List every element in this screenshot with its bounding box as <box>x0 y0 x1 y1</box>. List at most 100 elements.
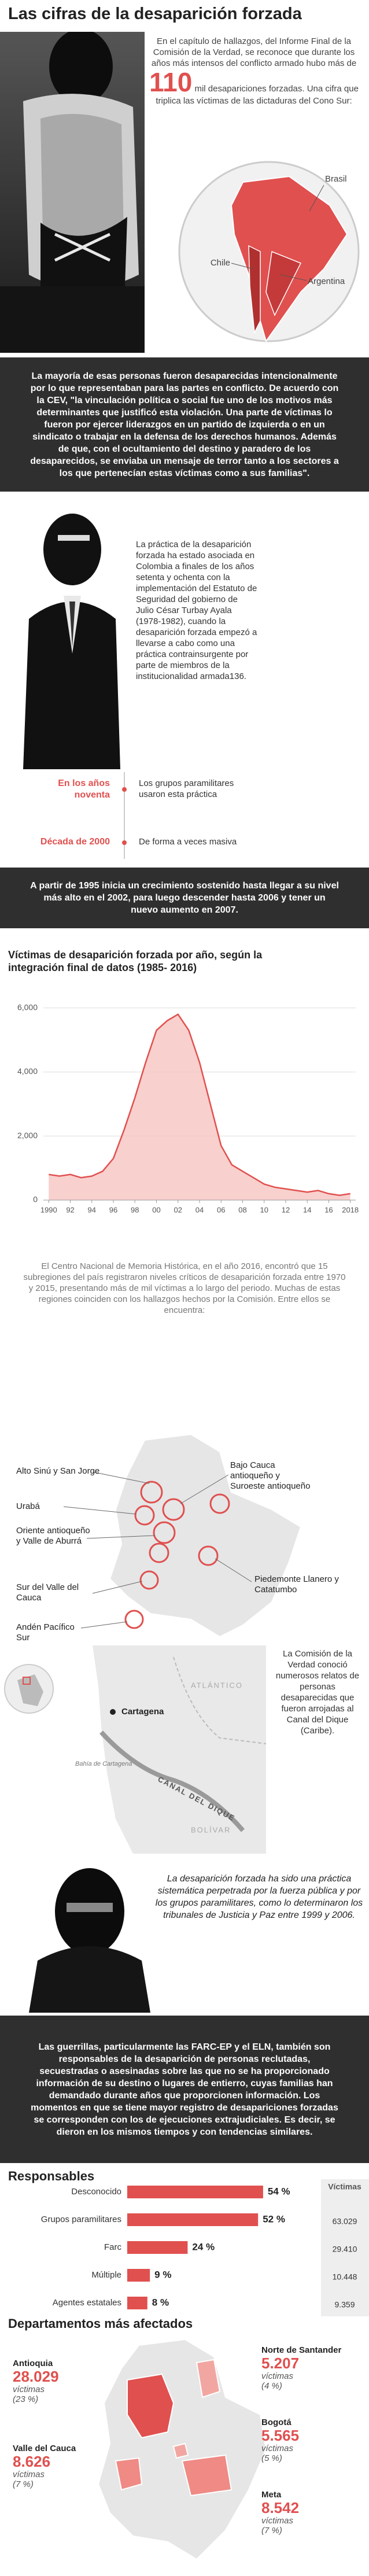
x-tick-label: 00 <box>152 1205 160 1214</box>
x-tick-label: 92 <box>66 1205 74 1214</box>
region-label: Oriente antioqueño y Valle de Aburrá <box>16 1526 90 1546</box>
table-column-bg <box>321 2179 369 2316</box>
category-label: Agentes estatales <box>53 2298 121 2308</box>
department-share: (5 %) <box>261 2453 282 2463</box>
text-box: A partir de 1995 inicia un crecimiento s… <box>0 868 369 928</box>
x-tick-label: 98 <box>131 1205 139 1214</box>
timeline-period: Década de 2000 <box>40 837 110 847</box>
region-label: Alto Sinú y San Jorge <box>16 1466 100 1476</box>
department-label: Bogotá 5.565 víctimas (5 %) <box>261 2418 342 2463</box>
department-victims: 8.542 <box>261 2499 300 2516</box>
line <box>49 1013 350 1196</box>
department-name: Meta <box>261 2490 282 2500</box>
department-unit: víctimas <box>261 2516 294 2526</box>
bar <box>127 2213 259 2226</box>
quote-text: La desaparición forzada ha sido una prác… <box>155 1874 363 1920</box>
x-tick-label: 2018 <box>342 1205 359 1214</box>
region-label: Andén Pacífico Sur <box>16 1622 75 1643</box>
bar <box>127 2186 263 2198</box>
department-name: Antioquia <box>13 2359 53 2368</box>
department-label: Valle del Cauca 8.626 víctimas (7 %) <box>13 2444 94 2489</box>
canal-text: La Comisión de la Verdad conoció numeros… <box>275 1649 360 1736</box>
intro-big-number: 110 <box>149 67 193 97</box>
department-victims: 5.565 <box>261 2427 300 2444</box>
region-label: Bajo Cauca antioqueño y Suroeste antioqu… <box>230 1460 311 1491</box>
photo-bound-hands <box>0 32 145 353</box>
timeline-line <box>122 772 127 859</box>
department-label: Meta 8.542 víctimas (7 %) <box>261 2490 342 2536</box>
department-share: (7 %) <box>261 2526 282 2536</box>
y-tick-label: 0 <box>33 1195 38 1204</box>
table-value: 10.448 <box>333 2272 357 2282</box>
table-header: Víctimas <box>328 2182 361 2191</box>
table-value: 63.029 <box>333 2217 357 2226</box>
department-victims: 8.626 <box>13 2453 51 2470</box>
area-fill <box>49 1014 350 1200</box>
department-name: Bogotá <box>261 2418 291 2427</box>
department-label: Antioquia 28.029 víctimas (23 %) <box>13 2359 94 2404</box>
x-tick-label: 16 <box>324 1205 333 1214</box>
bar-chart: Víctimas Desconocido 54 % Grupos paramilita… <box>41 2179 369 2316</box>
value-label: 9 % <box>154 2269 171 2280</box>
department-name: Norte de Santander <box>261 2345 342 2355</box>
region-label: Piedemonte Llanero y Catatumbo <box>254 1574 339 1595</box>
table-value: 9.359 <box>334 2300 355 2309</box>
x-tick-label: 94 <box>88 1205 96 1214</box>
intro-text-after: mil desapariciones forzadas. Una cifra q… <box>156 84 359 106</box>
x-tick-label: 08 <box>238 1205 246 1214</box>
department-victims: 5.207 <box>261 2354 300 2372</box>
department-unit: víctimas <box>261 2371 294 2381</box>
table-value: 29.410 <box>333 2245 357 2254</box>
x-tick-label: 06 <box>217 1205 225 1214</box>
x-tick-label: 12 <box>282 1205 290 1214</box>
category-label: Grupos paramilitares <box>41 2215 121 2224</box>
regions-map <box>63 1433 302 1638</box>
x-tick-label: 96 <box>109 1205 117 1214</box>
department-victims: 28.029 <box>13 2368 59 2385</box>
department-unit: víctimas <box>13 2470 45 2479</box>
map-label: Argentina <box>308 276 345 286</box>
map-label: Chile <box>211 258 230 268</box>
x-tick-label: 1990 <box>40 1205 57 1214</box>
map-label: Cartagena <box>121 1707 164 1717</box>
section-title: Departamentos más afectados <box>8 2316 193 2331</box>
value-label: 54 % <box>268 2186 290 2197</box>
department-name: Valle del Cauca <box>13 2444 76 2453</box>
department-unit: víctimas <box>261 2444 294 2453</box>
value-label: 8 % <box>152 2297 169 2308</box>
map-label: Brasil <box>325 174 347 184</box>
page-title: Las cifras de la desaparición forzada <box>8 5 302 23</box>
category-label: Farc <box>104 2242 122 2252</box>
x-tick-label: 04 <box>195 1205 204 1214</box>
timeline-period: En los años noventa <box>58 778 110 800</box>
timeline-text: Los grupos paramilitares usaron esta prá… <box>139 778 234 799</box>
map-label: Bahía de Cartagena <box>75 1761 132 1767</box>
category-label: Múltiple <box>91 2270 121 2280</box>
bar <box>127 2269 150 2282</box>
map-label: ATLÁNTICO <box>191 1681 243 1689</box>
category-label: Desconocido <box>71 2187 121 2197</box>
department-label: Norte de Santander 5.207 víctimas (4 %) <box>261 2345 342 2391</box>
department-share: (4 %) <box>261 2381 282 2391</box>
text-box: Las guerrillas, particularmente las FARC… <box>0 2016 369 2163</box>
x-tick-label: 02 <box>174 1205 182 1214</box>
x-tick-label: 10 <box>260 1205 268 1214</box>
canal-map: Cartagena Bahía de Cartagena ATLÁNTICO C… <box>0 1645 266 1854</box>
line-chart: 0 2,000 4,000 6,000 1990 92 94 96 98 00 02 04 06 08 10… <box>17 1002 359 1214</box>
map-label: BOLÍVAR <box>191 1825 231 1834</box>
text-box: La mayoría de esas personas fueron desap… <box>0 357 369 492</box>
chart-title: Víctimas de desaparición forzada por año… <box>8 949 263 973</box>
y-tick-label: 4,000 <box>17 1066 38 1076</box>
region-label: Urabá <box>16 1501 40 1511</box>
timeline-text: De forma a veces masiva <box>139 837 237 847</box>
bar <box>127 2297 147 2309</box>
region-label: Sur del Valle del Cauca <box>16 1582 79 1603</box>
departments-map <box>97 2339 267 2560</box>
value-label: 24 % <box>192 2241 215 2252</box>
value-label: 52 % <box>263 2213 285 2224</box>
regions-text: El Centro Nacional de Memoria Histórica,… <box>23 1261 346 1315</box>
photo-masked-man <box>29 1868 150 2013</box>
x-tick-label: 14 <box>303 1205 311 1214</box>
intro-text-before: En el capítulo de hallazgos, del Informe… <box>151 36 357 68</box>
